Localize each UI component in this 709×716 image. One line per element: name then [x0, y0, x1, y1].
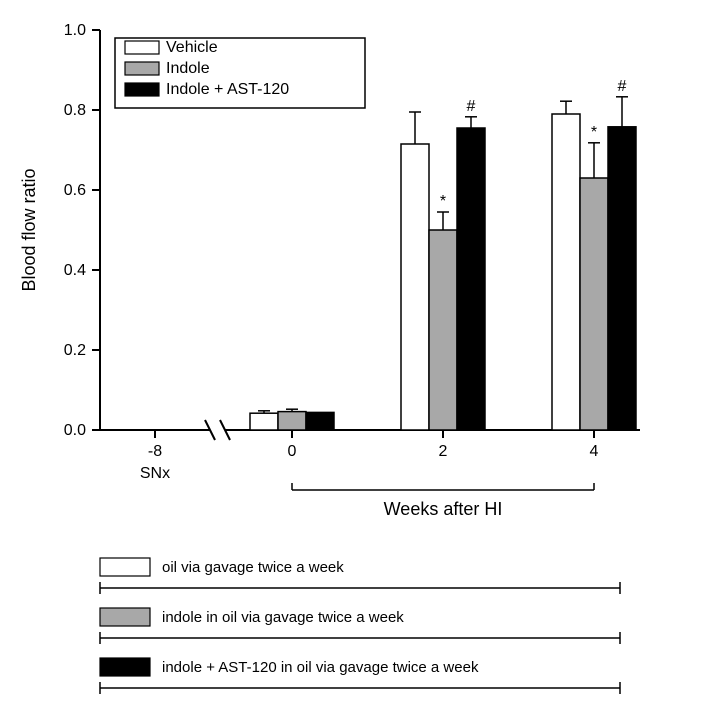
- timeline-swatch: [100, 558, 150, 576]
- bar-indole: [429, 230, 457, 430]
- bar-indoleast: [457, 128, 485, 430]
- legend-swatch: [125, 62, 159, 75]
- x-tick-label: 0: [288, 443, 297, 460]
- sig-mark: #: [467, 98, 476, 115]
- sig-mark: *: [440, 193, 446, 210]
- y-tick-label: 0.0: [64, 422, 86, 439]
- x-tick-label: -8: [148, 443, 162, 460]
- legend-swatch: [125, 41, 159, 54]
- snx-label: SNx: [140, 465, 170, 482]
- sig-mark: *: [591, 124, 597, 141]
- legend-label: Vehicle: [166, 39, 218, 56]
- timeline-swatch: [100, 608, 150, 626]
- bar-indole: [580, 178, 608, 430]
- timeline-label: oil via gavage twice a week: [162, 559, 344, 576]
- bar-indoleast: [608, 127, 636, 430]
- bar-indoleast: [306, 412, 334, 430]
- x-tick-label: 4: [590, 443, 599, 460]
- sig-mark: #: [618, 78, 627, 95]
- timeline-swatch: [100, 658, 150, 676]
- y-tick-label: 0.8: [64, 102, 86, 119]
- bar-indole: [278, 412, 306, 430]
- x-axis-label: Weeks after HI: [384, 499, 503, 519]
- y-axis-label: Blood flow ratio: [19, 168, 39, 291]
- y-tick-label: 0.4: [64, 262, 86, 279]
- bar-vehicle: [552, 114, 580, 430]
- timeline-label: indole in oil via gavage twice a week: [162, 609, 404, 626]
- y-tick-label: 0.2: [64, 342, 86, 359]
- timeline-label: indole + AST-120 in oil via gavage twice…: [162, 659, 479, 676]
- y-tick-label: 1.0: [64, 22, 86, 39]
- legend-label: Indole: [166, 60, 210, 77]
- bar-vehicle: [250, 413, 278, 430]
- legend-label: Indole + AST-120: [166, 81, 289, 98]
- y-tick-label: 0.6: [64, 182, 86, 199]
- legend-swatch: [125, 83, 159, 96]
- bar-vehicle: [401, 144, 429, 430]
- x-tick-label: 2: [439, 443, 448, 460]
